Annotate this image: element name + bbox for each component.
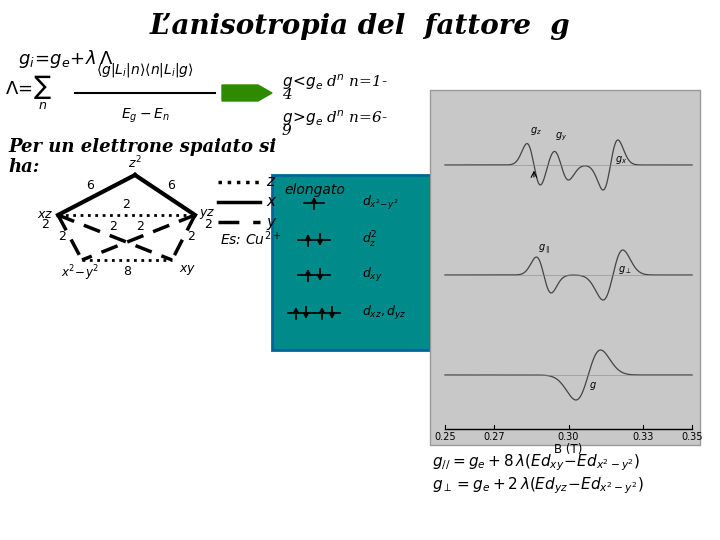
Text: 0.25: 0.25: [434, 432, 456, 442]
Text: 2: 2: [109, 219, 117, 233]
Text: 8: 8: [123, 265, 131, 278]
Text: Per un elettrone spaiato si: Per un elettrone spaiato si: [8, 138, 276, 156]
Text: Es: $Cu^{2+}$: Es: $Cu^{2+}$: [220, 230, 282, 248]
Text: $d_{xz},d_{yz}$: $d_{xz},d_{yz}$: [362, 304, 406, 322]
Text: $d_z^2$: $d_z^2$: [362, 230, 377, 250]
Text: 6: 6: [167, 179, 175, 192]
Text: $g_{\parallel}$: $g_{\parallel}$: [538, 243, 550, 257]
Text: 4: 4: [282, 88, 292, 102]
Text: $g_z$: $g_z$: [531, 125, 542, 137]
Text: $g_{\perp} = g_e + 2\,\lambda(Ed_{yz}\!-\! Ed_{x^2-y^2})$: $g_{\perp} = g_e + 2\,\lambda(Ed_{yz}\!-…: [432, 475, 644, 496]
Text: x: x: [266, 194, 275, 210]
Text: elongato: elongato: [284, 183, 345, 197]
FancyArrow shape: [222, 85, 272, 101]
Text: $g$: $g$: [589, 380, 597, 392]
Text: $g_x$: $g_x$: [616, 154, 628, 166]
Text: $yz$: $yz$: [199, 207, 215, 221]
Text: $\langle g|L_i|n\rangle\langle n|L_i|g\rangle$: $\langle g|L_i|n\rangle\langle n|L_i|g\r…: [96, 61, 194, 79]
Text: $g_{\perp}$: $g_{\perp}$: [618, 264, 631, 276]
Text: $E_g - E_n$: $E_g - E_n$: [121, 107, 169, 125]
Text: $xy$: $xy$: [179, 263, 197, 277]
Text: 0.27: 0.27: [484, 432, 505, 442]
Text: 0.30: 0.30: [558, 432, 579, 442]
Text: z: z: [266, 174, 274, 190]
Text: $g\!<\!g_e$ d$^n$ n=1-: $g\!<\!g_e$ d$^n$ n=1-: [282, 72, 388, 92]
Text: L’anisotropia del  fattore  g: L’anisotropia del fattore g: [150, 13, 570, 40]
Text: B (T): B (T): [554, 443, 582, 456]
Text: 6: 6: [86, 179, 94, 192]
Text: $g_{//} = g_e + 8\,\lambda(Ed_{xy}\!-\!Ed_{x^2-y^2})$: $g_{//} = g_e + 8\,\lambda(Ed_{xy}\!-\!E…: [432, 452, 640, 472]
Text: 0.35: 0.35: [681, 432, 703, 442]
Text: $g_i\!=\!g_e\!+\!\lambda\,\Lambda$: $g_i\!=\!g_e\!+\!\lambda\,\Lambda$: [18, 48, 113, 70]
Text: ha:: ha:: [8, 158, 40, 176]
Text: $z^2$: $z^2$: [128, 154, 142, 171]
Bar: [272, 175, 430, 350]
Text: y: y: [266, 214, 275, 230]
Text: 2: 2: [58, 230, 66, 243]
Text: $g_y$: $g_y$: [555, 131, 567, 143]
Text: 2: 2: [137, 219, 145, 233]
Text: $d_{xy}$: $d_{xy}$: [362, 266, 382, 284]
Text: 2: 2: [188, 230, 195, 243]
Text: $x^2\!-\!y^2$: $x^2\!-\!y^2$: [61, 263, 99, 282]
Text: 9: 9: [282, 124, 292, 138]
Bar: [430, 90, 700, 445]
Text: $xz$: $xz$: [37, 207, 54, 220]
Text: 2: 2: [122, 198, 130, 211]
Text: $\Lambda\!=\!\sum_n$: $\Lambda\!=\!\sum_n$: [5, 74, 52, 112]
Text: $d_{x^2\!-\!y^2}$: $d_{x^2\!-\!y^2}$: [362, 194, 398, 212]
Text: 0.33: 0.33: [632, 432, 653, 442]
Text: 2: 2: [41, 219, 49, 232]
Text: 2: 2: [204, 219, 212, 232]
Text: $g\!>\!g_e$ d$^n$ n=6-: $g\!>\!g_e$ d$^n$ n=6-: [282, 108, 388, 127]
